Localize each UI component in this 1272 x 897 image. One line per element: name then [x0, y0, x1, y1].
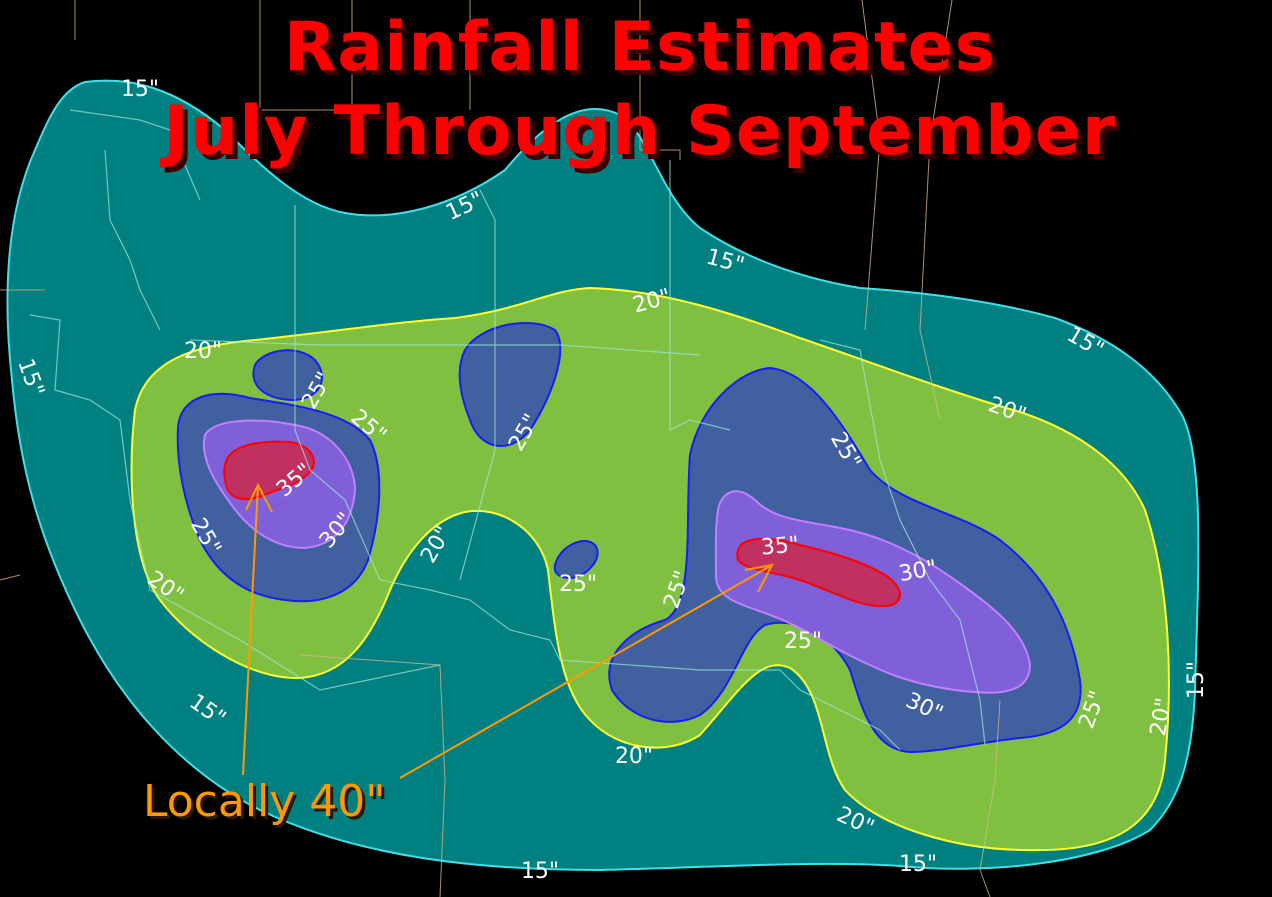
map-title-line-2: July Through September	[163, 92, 1117, 171]
contour-label: 15"	[1184, 661, 1209, 699]
boundary-lines	[0, 0, 1001, 897]
annotation-arrows	[242, 482, 774, 779]
locally-40-annotation: Locally 40"	[143, 776, 386, 827]
contour-label: 15"	[899, 852, 937, 877]
contour-label: 25"	[784, 629, 822, 654]
contour-label: 20"	[184, 339, 222, 364]
contour-25-region-small-north	[252, 349, 324, 402]
contour-label: 20"	[615, 744, 653, 769]
contour-label: 15"	[521, 859, 559, 884]
contour-25-region-central	[458, 322, 562, 447]
contour-25-region-small-south	[553, 540, 599, 580]
contour-label: 15"	[121, 77, 159, 102]
contour-label: 35"	[760, 532, 800, 560]
contour-35-region-east	[736, 537, 901, 608]
map-title-line-1: Rainfall Estimates	[283, 8, 997, 87]
contour-label: 25"	[559, 572, 597, 597]
contour-35-region-west	[223, 440, 315, 501]
state-lines	[29, 109, 986, 751]
